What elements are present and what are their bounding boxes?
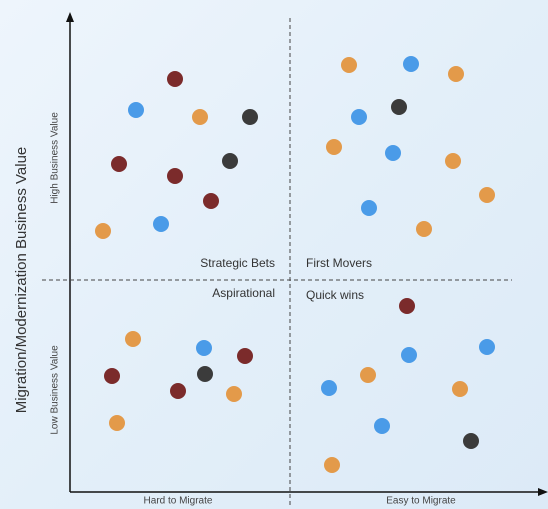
- dot: [361, 200, 377, 216]
- dot: [326, 139, 342, 155]
- y-low-label: Low Business Value: [50, 345, 61, 435]
- dot: [170, 383, 186, 399]
- dividers: [42, 18, 512, 505]
- quadrant-label: First Movers: [306, 256, 372, 270]
- dot: [192, 109, 208, 125]
- dot: [226, 386, 242, 402]
- dot: [242, 109, 258, 125]
- dot: [203, 193, 219, 209]
- dot: [197, 366, 213, 382]
- x-left-label: Hard to Migrate: [144, 496, 213, 507]
- y-high-label: High Business Value: [50, 112, 61, 204]
- dot: [95, 223, 111, 239]
- dot: [341, 57, 357, 73]
- dot: [237, 348, 253, 364]
- dot: [399, 298, 415, 314]
- dot: [479, 339, 495, 355]
- dot: [452, 381, 468, 397]
- quadrant-label: Aspirational: [212, 286, 275, 300]
- dot: [360, 367, 376, 383]
- dot: [445, 153, 461, 169]
- dot: [222, 153, 238, 169]
- y-title: Migration/Modernization Business Value: [13, 147, 30, 414]
- dot: [324, 457, 340, 473]
- dot: [448, 66, 464, 82]
- dot: [109, 415, 125, 431]
- x-arrow: [538, 488, 548, 496]
- dot: [111, 156, 127, 172]
- dot: [351, 109, 367, 125]
- dot: [196, 340, 212, 356]
- y-arrow: [66, 12, 74, 22]
- dot: [167, 168, 183, 184]
- dots: [95, 56, 495, 473]
- x-right-label: Easy to Migrate: [386, 496, 456, 507]
- dot: [153, 216, 169, 232]
- dot: [416, 221, 432, 237]
- dot: [128, 102, 144, 118]
- dot: [385, 145, 401, 161]
- axes: [69, 20, 542, 493]
- dot: [401, 347, 417, 363]
- dot: [167, 71, 183, 87]
- quadrant-label: Strategic Bets: [200, 256, 275, 270]
- dot: [479, 187, 495, 203]
- dot: [463, 433, 479, 449]
- dot: [391, 99, 407, 115]
- dot: [104, 368, 120, 384]
- dot: [403, 56, 419, 72]
- quadrant-label: Quick wins: [306, 288, 364, 302]
- dot: [125, 331, 141, 347]
- dot: [321, 380, 337, 396]
- dot: [374, 418, 390, 434]
